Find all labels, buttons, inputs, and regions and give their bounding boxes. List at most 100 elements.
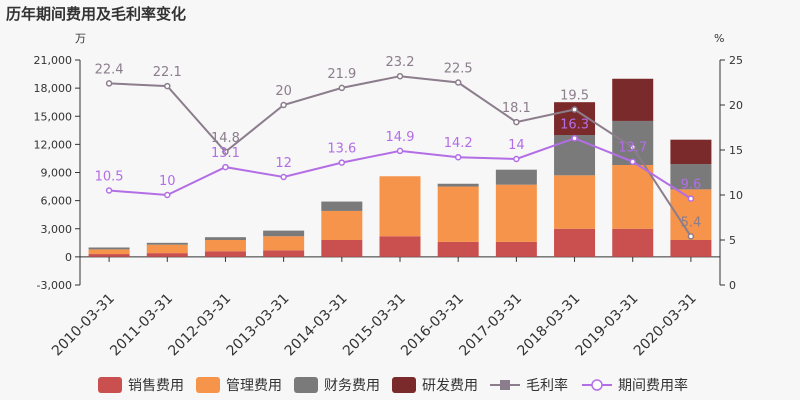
left-tick-label: 0 xyxy=(65,251,72,264)
series-point xyxy=(222,163,229,171)
right-tick-label: 10 xyxy=(729,189,743,202)
bar-segment xyxy=(321,240,363,257)
chart-title: 历年期间费用及毛利率变化 xyxy=(6,5,186,23)
data-label: 14 xyxy=(508,138,525,153)
data-label: 16.3 xyxy=(560,117,589,132)
data-label: 14.2 xyxy=(444,136,473,151)
series-point xyxy=(513,155,520,163)
left-tick-label: 3,000 xyxy=(41,223,73,236)
bar-segment xyxy=(146,242,188,245)
series-point xyxy=(338,159,346,166)
x-tick-label: 2020-03-31 xyxy=(631,291,700,360)
bar-segment xyxy=(321,210,363,240)
left-tick-label: 15,000 xyxy=(34,110,73,123)
bar-segment xyxy=(612,78,654,121)
series-point xyxy=(105,187,113,194)
bar-segment xyxy=(670,240,712,257)
legend-label: 财务费用 xyxy=(324,378,380,394)
right-tick-label: 25 xyxy=(729,54,743,67)
series-point xyxy=(629,144,636,151)
bar-segment xyxy=(204,240,246,252)
legend-label: 期间费用率 xyxy=(618,377,688,394)
legend: 销售费用 管理费用 财务费用 研发费用 毛利率 期间费用率 xyxy=(98,377,688,394)
left-tick-label: 21,000 xyxy=(34,54,73,67)
legend-symbol xyxy=(98,377,122,393)
series-point xyxy=(396,147,404,155)
left-tick-label: 12,000 xyxy=(34,138,73,151)
series-point xyxy=(571,106,578,113)
bar-segment xyxy=(263,236,305,251)
right-tick-label: 5 xyxy=(729,234,736,247)
bar-segment xyxy=(437,241,479,257)
legend-symbol xyxy=(196,377,220,393)
series-point xyxy=(280,101,287,109)
bar-segment xyxy=(495,241,537,257)
series-point xyxy=(454,153,462,161)
series-point xyxy=(454,79,462,86)
legend-label: 销售费用 xyxy=(128,378,184,394)
bar-segment xyxy=(554,175,596,229)
bar-segment xyxy=(379,176,421,237)
bar-segment xyxy=(612,120,654,165)
bar-segment xyxy=(88,254,130,257)
series-point xyxy=(571,135,578,142)
data-label: 14.8 xyxy=(211,131,240,146)
series-point xyxy=(164,82,171,90)
data-label: 10 xyxy=(159,174,176,189)
legend-label: 毛利率 xyxy=(526,377,568,394)
bar-segment xyxy=(146,253,188,257)
bar-segment xyxy=(612,228,654,257)
legend-marker xyxy=(591,379,603,391)
bar-segment xyxy=(437,183,479,187)
right-tick-label: 20 xyxy=(729,99,743,112)
bar-segment xyxy=(612,165,654,229)
bar-segment xyxy=(263,250,305,257)
data-label: 22.5 xyxy=(444,62,473,77)
series-point xyxy=(280,173,287,181)
bar-segment xyxy=(204,251,246,257)
series-point xyxy=(338,84,346,92)
bar-segment xyxy=(321,201,363,211)
bar-segment xyxy=(263,230,305,237)
bars-layer xyxy=(88,78,712,257)
legend-label: 管理费用 xyxy=(226,378,282,394)
data-label: 13.7 xyxy=(618,141,647,156)
series-point xyxy=(687,195,695,202)
data-label: 5.4 xyxy=(681,215,702,230)
legend-label: 研发费用 xyxy=(422,378,478,394)
left-tick-label: 18,000 xyxy=(34,82,73,95)
bar-segment xyxy=(670,139,712,165)
data-label: 21.9 xyxy=(327,67,356,82)
bar-segment xyxy=(495,184,537,242)
right-axis-unit: % xyxy=(714,32,724,45)
bar-segment xyxy=(379,236,421,257)
bar-segment xyxy=(437,186,479,242)
data-label: 20 xyxy=(275,84,292,99)
right-tick-label: 0 xyxy=(729,279,736,292)
legend-symbol xyxy=(294,377,318,393)
data-label: 22.1 xyxy=(153,65,182,80)
data-label: 23.2 xyxy=(386,55,415,70)
series-point xyxy=(629,158,636,165)
data-label: 13.1 xyxy=(211,146,240,161)
series-point xyxy=(687,233,695,240)
legend-marker xyxy=(500,380,510,390)
bar-segment xyxy=(204,237,246,240)
bar-segment xyxy=(670,164,712,190)
left-tick-label: 9,000 xyxy=(41,167,73,180)
left-tick-label: -3,000 xyxy=(37,279,72,292)
data-label: 19.5 xyxy=(560,89,589,104)
bar-segment xyxy=(88,247,130,250)
data-label: 10.5 xyxy=(95,170,124,185)
data-label: 14.9 xyxy=(386,130,415,145)
bar-segment xyxy=(495,169,537,185)
series-point xyxy=(396,72,404,80)
data-label: 22.4 xyxy=(95,62,124,77)
data-label: 13.6 xyxy=(327,142,356,157)
legend-symbol xyxy=(392,377,416,393)
right-tick-label: 15 xyxy=(729,144,743,157)
left-tick-label: 6,000 xyxy=(41,195,73,208)
data-label: 18.1 xyxy=(502,101,531,116)
